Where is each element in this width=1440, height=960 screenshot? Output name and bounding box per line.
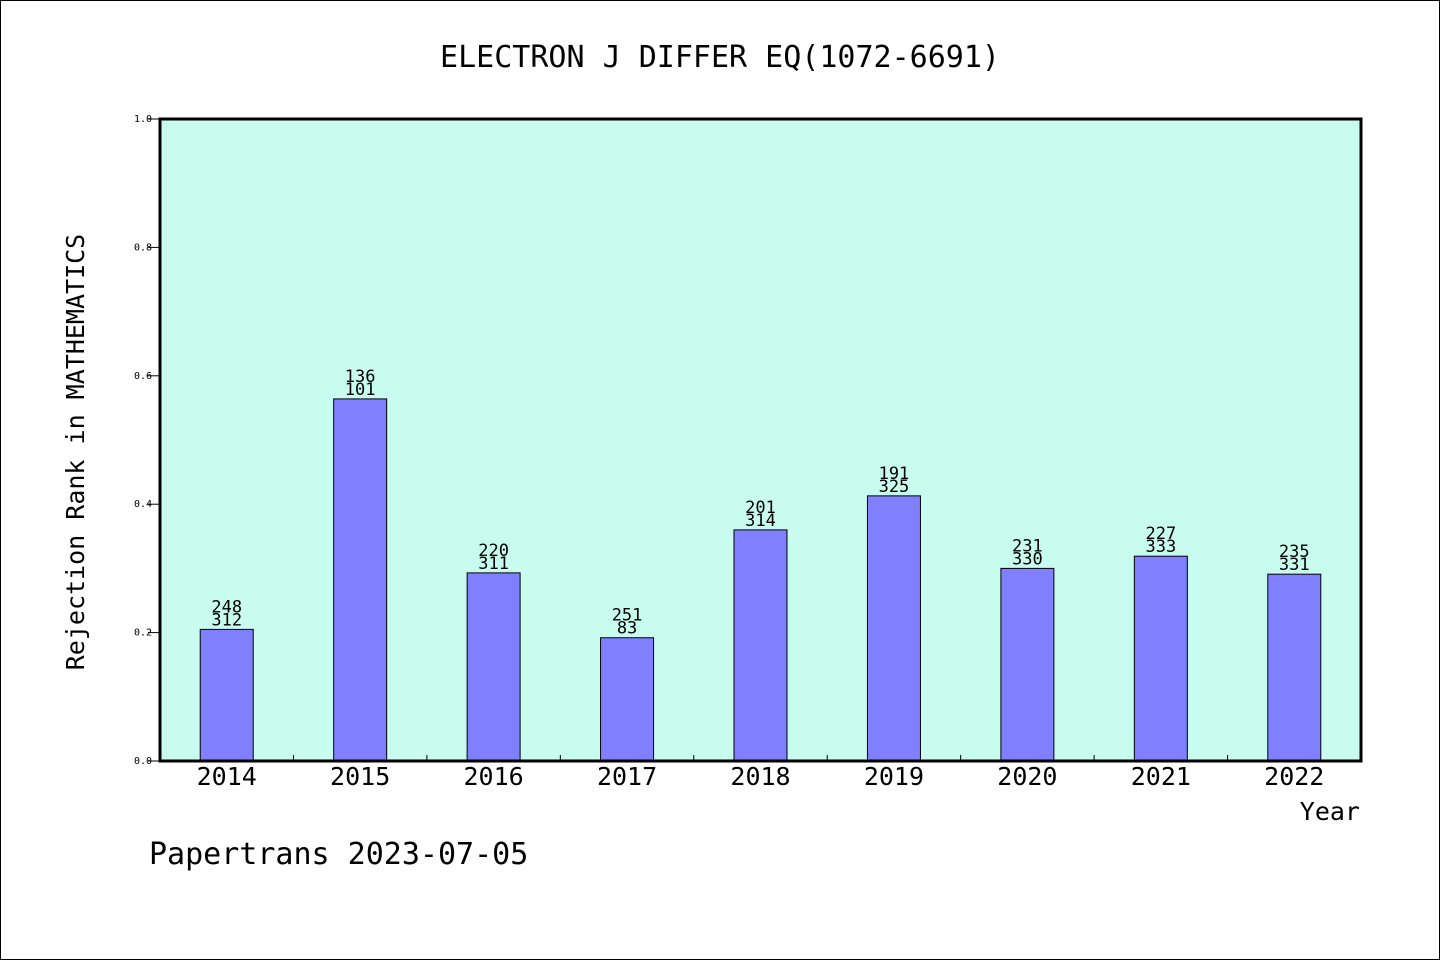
plot-border <box>158 117 1363 763</box>
bar-label-top: 227 <box>1145 524 1176 544</box>
x-tick-label: 2018 <box>730 762 790 791</box>
y-tick-label: 0.8 <box>134 242 152 253</box>
y-axis-label: Rejection Rank in MATHEMATICS <box>61 234 90 671</box>
bar-label-top: 248 <box>211 597 242 617</box>
x-tick-label: 2019 <box>864 762 924 791</box>
bar-2022 <box>1267 573 1322 762</box>
bar-2015 <box>333 398 388 762</box>
bar-label-top: 220 <box>478 541 509 561</box>
bar-2021 <box>1133 555 1188 762</box>
x-tick-label: 2016 <box>464 762 524 791</box>
chart-title: ELECTRON J DIFFER EQ(1072-6691) <box>440 40 1000 75</box>
bar-label-top: 251 <box>612 606 643 626</box>
bar-label-bottom: 83 <box>617 619 637 639</box>
bar-2019 <box>866 495 921 762</box>
x-tick-label: 2017 <box>597 762 657 791</box>
bars-layer: 2483121361012203112518320131419132523133… <box>199 367 1322 762</box>
bar-label-bottom: 330 <box>1012 549 1043 569</box>
bar-2018 <box>733 529 788 762</box>
x-axis-label: Year <box>1300 797 1360 826</box>
bar-label-bottom: 333 <box>1145 537 1176 557</box>
x-tick-label: 2021 <box>1131 762 1191 791</box>
x-tick-label: 2020 <box>997 762 1057 791</box>
bar-label-bottom: 314 <box>745 511 776 531</box>
bar-label-bottom: 331 <box>1279 555 1310 575</box>
y-tick-label: 0.0 <box>134 756 152 767</box>
ticks-layer: 2014 2015 2016 2017 2018 2019 2020 2021 2022 0.0 0… <box>134 114 1324 791</box>
x-tick-label: 2022 <box>1264 762 1324 791</box>
footer-text: Papertrans 2023-07-05 <box>149 837 528 872</box>
bar-label-top: 191 <box>879 464 910 484</box>
x-tick-label: 2014 <box>197 762 257 791</box>
bar-label-bottom: 312 <box>211 610 242 630</box>
x-tick-label: 2015 <box>330 762 390 791</box>
bar-2017 <box>600 637 655 762</box>
y-tick-label: 0.4 <box>134 499 152 510</box>
y-tick-label: 0.6 <box>134 371 152 382</box>
bar-label-top: 231 <box>1012 536 1043 556</box>
bar-label-bottom: 325 <box>879 477 910 497</box>
bar-2014 <box>199 628 254 762</box>
y-tick-label: 1.0 <box>134 114 152 125</box>
bar-label-top: 201 <box>745 498 776 518</box>
y-tick-label: 0.2 <box>134 628 152 639</box>
bar-2016 <box>466 572 521 762</box>
bar-2020 <box>1000 567 1055 762</box>
bar-label-top: 235 <box>1279 542 1310 562</box>
bar-label-bottom: 101 <box>345 380 376 400</box>
bar-label-top: 136 <box>345 367 376 387</box>
bar-label-bottom: 311 <box>478 554 509 574</box>
